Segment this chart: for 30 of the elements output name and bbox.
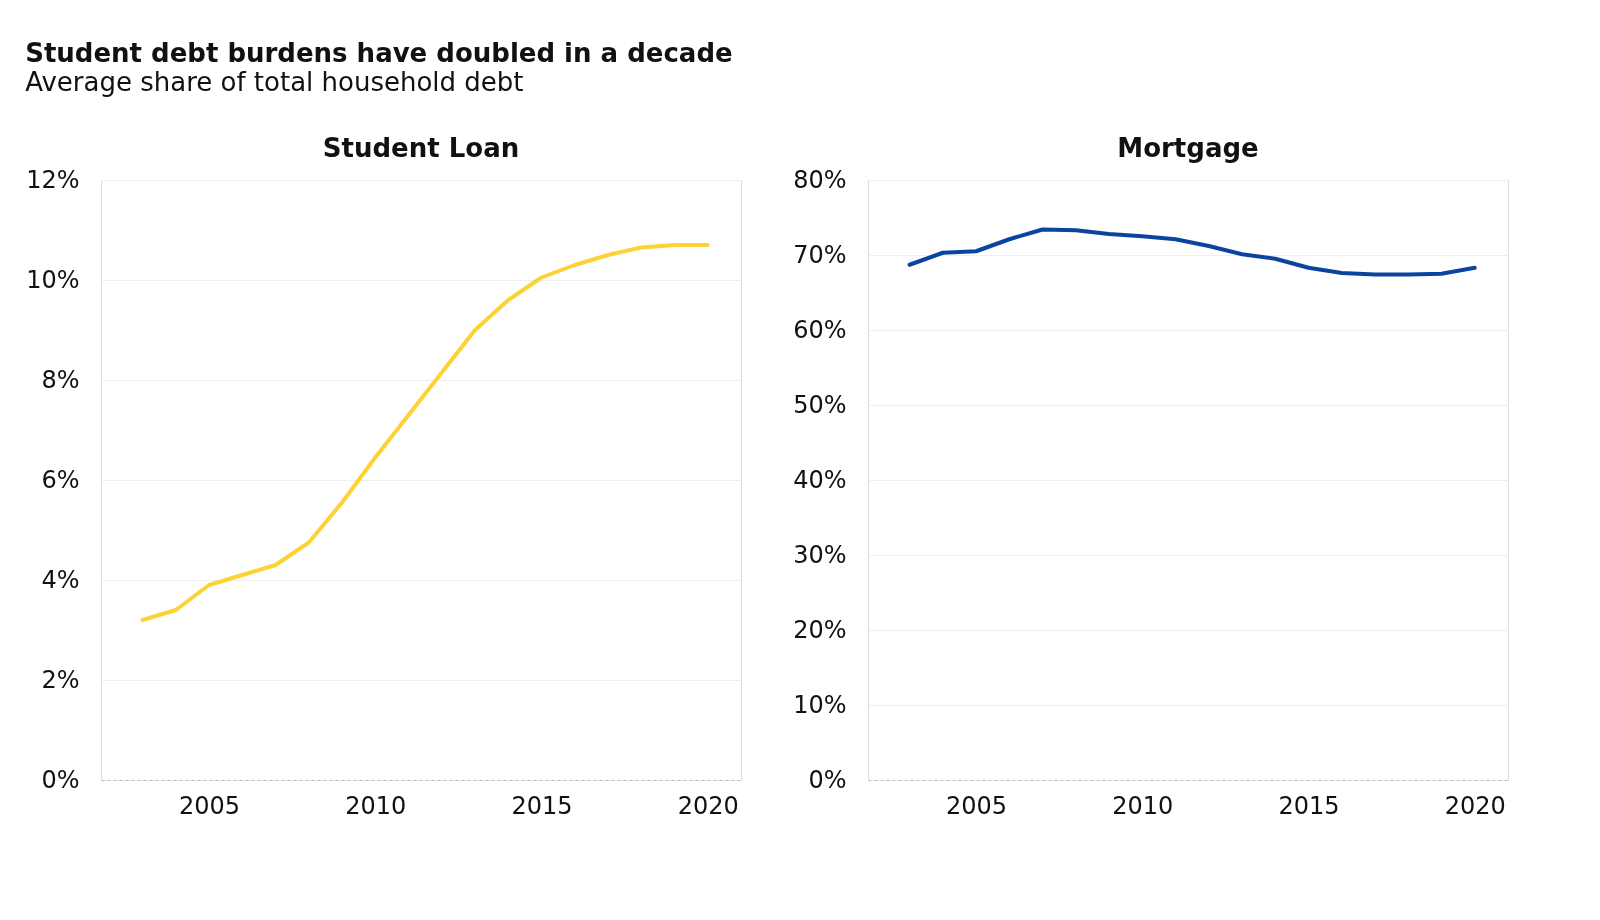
chart-title: Student Loan xyxy=(322,133,520,163)
y-tick-label: 2% xyxy=(41,665,80,694)
x-tick-label: 2015 xyxy=(511,791,573,820)
y-tick-label: 10% xyxy=(793,690,847,719)
x-tick-label: 2010 xyxy=(1112,791,1174,820)
x-tick-label: 2015 xyxy=(1278,791,1340,820)
line-series xyxy=(907,227,1477,277)
y-tick-label: 12% xyxy=(26,165,80,194)
y-tick-label: 10% xyxy=(26,265,80,294)
x-tick-label: 2020 xyxy=(1444,791,1506,820)
chart-title: Mortgage xyxy=(1117,133,1259,163)
x-tick-label: 2005 xyxy=(946,791,1008,820)
y-tick-label: 0% xyxy=(41,765,80,794)
x-tick-label: 2010 xyxy=(345,791,407,820)
y-tick-label: 8% xyxy=(41,365,80,394)
y-tick-label: 80% xyxy=(793,165,847,194)
y-tick-label: 4% xyxy=(41,565,80,594)
y-tick-label: 6% xyxy=(41,465,80,494)
text: Average share of total household debt xyxy=(25,66,524,97)
y-tick-label: 30% xyxy=(793,540,847,569)
x-tick-label: 2005 xyxy=(179,791,241,820)
y-tick-label: 50% xyxy=(793,390,847,419)
line-series xyxy=(140,243,710,622)
y-tick-label: 0% xyxy=(808,765,847,794)
x-tick-label: 2020 xyxy=(677,791,739,820)
y-tick-label: 60% xyxy=(793,315,847,344)
y-tick-label: 40% xyxy=(793,465,847,494)
y-tick-label: 70% xyxy=(793,240,847,269)
text: Student debt burdens have doubled in a decade xyxy=(25,37,733,68)
y-tick-label: 20% xyxy=(793,615,847,644)
